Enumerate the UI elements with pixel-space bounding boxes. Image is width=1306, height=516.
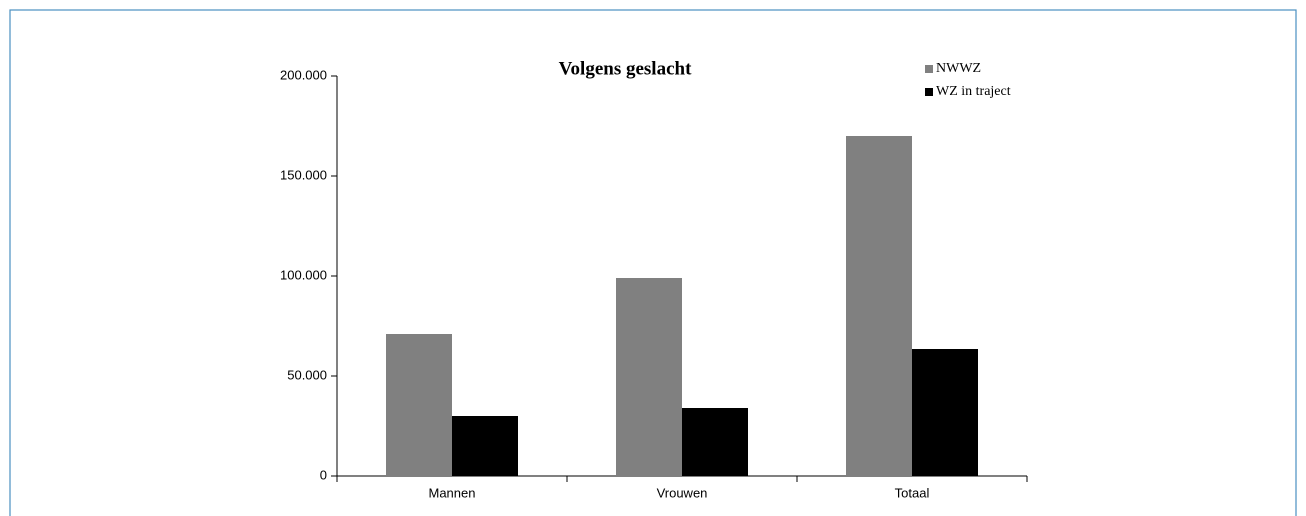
bar bbox=[452, 416, 518, 476]
y-tick-label: 50.000 bbox=[287, 367, 327, 382]
legend-swatch bbox=[925, 88, 933, 96]
y-tick-label: 0 bbox=[320, 467, 327, 482]
x-tick-label: Mannen bbox=[429, 485, 476, 500]
y-tick-label: 200.000 bbox=[280, 67, 327, 82]
y-tick-label: 100.000 bbox=[280, 267, 327, 282]
legend-swatch bbox=[925, 65, 933, 73]
y-tick-label: 150.000 bbox=[280, 167, 327, 182]
frame bbox=[9, 9, 1297, 516]
bar bbox=[846, 136, 912, 476]
x-tick-label: Vrouwen bbox=[657, 485, 708, 500]
bar bbox=[912, 349, 978, 476]
legend-label: NWWZ bbox=[936, 61, 981, 76]
x-tick-label: Totaal bbox=[895, 485, 930, 500]
bar bbox=[682, 408, 748, 476]
bar bbox=[616, 278, 682, 476]
legend-label: WZ in traject bbox=[936, 84, 1011, 99]
chart-title: Volgens geslacht bbox=[559, 58, 693, 79]
bar bbox=[386, 334, 452, 476]
